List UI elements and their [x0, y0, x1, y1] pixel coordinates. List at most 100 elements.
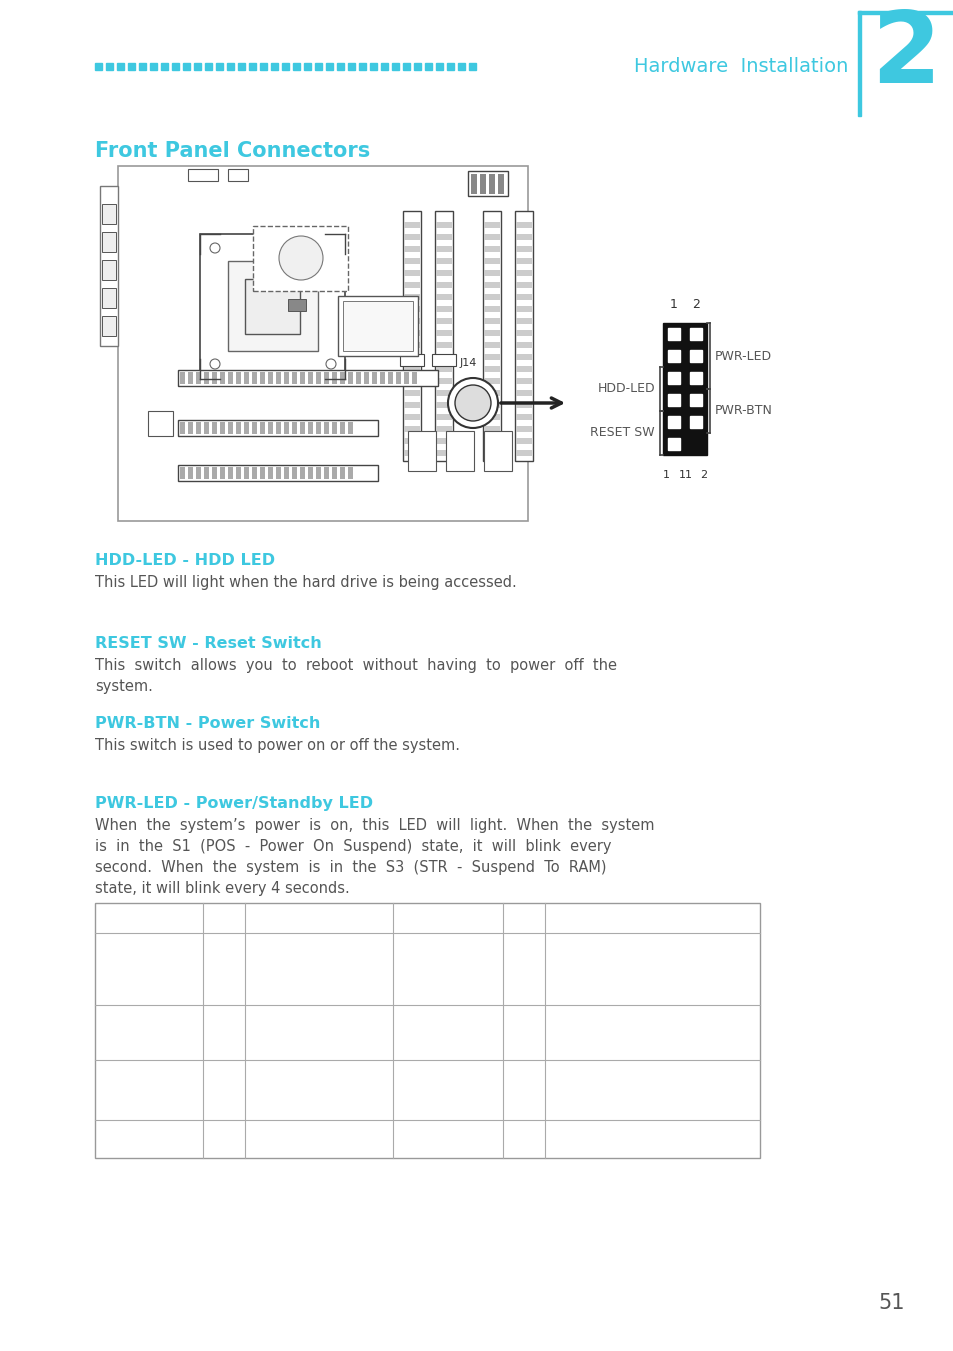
Bar	[332, 422, 336, 434]
Bar	[403, 366, 419, 372]
Text: HDD-LED: HDD-LED	[597, 382, 655, 396]
Bar	[402, 62, 410, 69]
Text: 2: 2	[870, 7, 940, 104]
Bar	[245, 278, 300, 334]
Bar	[324, 372, 329, 384]
Bar	[403, 317, 419, 324]
Bar	[348, 422, 353, 434]
Text: PWR-BTN: PWR-BTN	[714, 404, 772, 417]
Bar	[436, 62, 442, 69]
Bar	[284, 422, 289, 434]
Text: RESET SW: RESET SW	[590, 427, 655, 439]
Bar	[228, 372, 233, 384]
Bar	[516, 378, 532, 384]
Circle shape	[278, 236, 323, 280]
Bar	[380, 62, 388, 69]
Bar	[516, 413, 532, 420]
Bar	[403, 438, 419, 444]
Bar	[515, 211, 533, 461]
Bar	[483, 317, 499, 324]
Bar	[483, 246, 499, 253]
Text: 7
9: 7 9	[219, 1073, 228, 1106]
Bar	[516, 450, 532, 457]
Bar	[469, 62, 476, 69]
Bar	[516, 295, 532, 300]
Bar	[308, 372, 313, 384]
Bar	[268, 467, 273, 480]
Bar	[268, 372, 273, 384]
Bar	[299, 467, 305, 480]
Bar	[403, 372, 409, 384]
Text: 51: 51	[877, 1293, 903, 1313]
Bar	[403, 234, 419, 240]
Bar	[188, 422, 193, 434]
Bar	[516, 246, 532, 253]
Bar	[188, 169, 218, 181]
Circle shape	[455, 385, 491, 422]
Bar	[483, 390, 499, 396]
Bar	[483, 258, 499, 263]
Bar	[516, 438, 532, 444]
Bar	[436, 270, 452, 276]
Text: LED Power
LED Power
Signal: LED Power LED Power Signal	[555, 942, 624, 997]
Bar	[436, 282, 452, 288]
Bar	[336, 62, 344, 69]
Bar	[252, 467, 256, 480]
Bar	[260, 62, 267, 69]
Bar	[516, 330, 532, 336]
Bar	[399, 354, 423, 366]
Bar	[204, 372, 209, 384]
Text: Pin: Pin	[212, 912, 235, 924]
Bar	[117, 62, 124, 69]
Text: PWR-BTN - Power Switch: PWR-BTN - Power Switch	[95, 716, 320, 731]
Text: 8
10: 8 10	[515, 1016, 532, 1050]
Bar	[271, 62, 277, 69]
Bar	[403, 258, 419, 263]
Bar	[370, 62, 376, 69]
Bar	[436, 403, 452, 408]
Bar	[95, 62, 102, 69]
Bar	[139, 62, 146, 69]
Bar	[228, 261, 317, 351]
Text: Pin  Assignment: Pin Assignment	[555, 912, 675, 924]
Bar	[403, 330, 419, 336]
Bar	[388, 372, 393, 384]
Bar	[483, 378, 499, 384]
Bar	[436, 246, 452, 253]
Bar	[355, 372, 360, 384]
Bar	[516, 426, 532, 432]
Bar	[436, 258, 452, 263]
Bar	[516, 222, 532, 228]
Bar	[195, 372, 201, 384]
Bar	[403, 246, 419, 253]
Bar	[308, 422, 313, 434]
Bar	[408, 431, 436, 471]
Bar	[403, 450, 419, 457]
Bar	[403, 426, 419, 432]
Bar	[275, 422, 281, 434]
Bar	[516, 342, 532, 349]
Bar	[364, 372, 369, 384]
Bar	[253, 226, 348, 290]
Bar	[260, 372, 265, 384]
Bar	[178, 370, 437, 386]
Bar	[228, 169, 248, 181]
Bar	[102, 232, 116, 253]
Bar	[315, 372, 320, 384]
Bar	[212, 467, 216, 480]
Bar	[178, 420, 377, 436]
Bar	[293, 62, 299, 69]
Bar	[516, 258, 532, 263]
Bar	[100, 186, 118, 346]
Bar	[260, 467, 265, 480]
Bar	[667, 416, 679, 428]
Bar	[436, 305, 452, 312]
Bar	[447, 62, 454, 69]
Bar	[436, 390, 452, 396]
Bar	[178, 465, 377, 481]
Bar	[282, 62, 289, 69]
Bar	[483, 234, 499, 240]
Bar	[102, 259, 116, 280]
Bar	[516, 270, 532, 276]
Bar	[424, 62, 432, 69]
